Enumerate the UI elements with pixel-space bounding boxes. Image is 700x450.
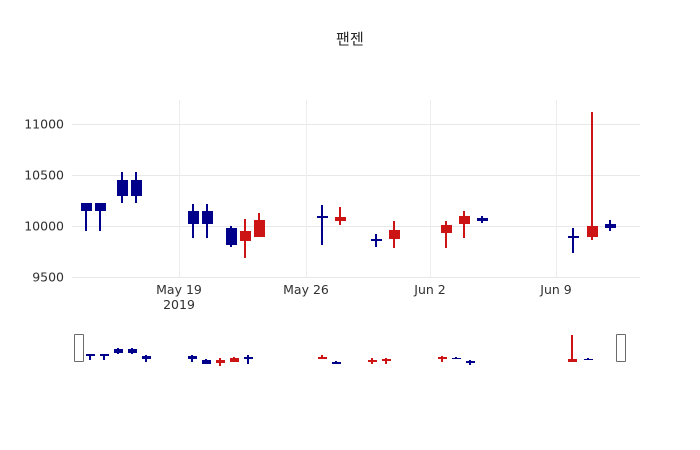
navigator-body — [229, 358, 239, 362]
gridline-y-9500 — [72, 277, 640, 278]
candlestick-wick — [445, 220, 447, 248]
y-axis-tick-10000: 10000 — [24, 218, 64, 234]
candlestick-body — [458, 216, 470, 224]
navigator-wick — [441, 356, 443, 362]
candlestick-body — [586, 225, 598, 237]
candlestick-body — [80, 203, 92, 211]
navigator-wick — [571, 334, 573, 363]
candlestick-wick — [572, 228, 574, 253]
x-axis-tick-jun-9: Jun 9 — [540, 282, 572, 297]
candlestick-wick — [339, 206, 341, 225]
candlestick-body — [604, 223, 616, 229]
candlestick-wick — [591, 112, 593, 240]
navigator-body — [583, 358, 593, 361]
candlestick-body — [94, 203, 106, 211]
candlestick-body — [239, 231, 251, 241]
navigator-body — [567, 359, 577, 362]
navigator-body — [451, 357, 461, 360]
navigator-body — [243, 357, 253, 359]
navigator-wick — [321, 355, 323, 360]
candlestick-wick — [258, 213, 260, 227]
candlestick-body — [567, 235, 579, 238]
candlestick-body — [334, 217, 346, 221]
x-axis-tick-jun-2: Jun 2 — [414, 282, 446, 297]
candlestick-body — [225, 228, 237, 246]
navigator-body — [85, 354, 95, 356]
candlestick-wick — [85, 203, 87, 232]
gridline-x-may-19 — [179, 100, 180, 278]
navigator-body — [331, 362, 341, 364]
gridline-y-11000 — [72, 124, 640, 125]
candlestick-body — [388, 230, 400, 239]
x-axis-tick-may-19: May 19 2019 — [156, 282, 202, 312]
gridline-y-10000 — [72, 226, 640, 227]
candlestick-body — [476, 218, 488, 221]
y-axis-tick-10500: 10500 — [24, 167, 64, 183]
gridline-x-jun-9 — [556, 100, 557, 278]
candlestick-body — [130, 179, 142, 196]
x-axis-tick-may-26: May 26 — [283, 282, 329, 297]
navigator-body — [141, 355, 151, 359]
navigator-body — [99, 354, 109, 356]
navigator-body — [437, 357, 447, 359]
candlestick-wick — [463, 211, 465, 238]
navigator-body — [187, 355, 197, 359]
y-axis-tick-9500: 9500 — [32, 269, 64, 285]
gridline-x-may-26 — [306, 100, 307, 278]
navigator-body — [215, 360, 225, 363]
navigator-body — [113, 349, 123, 353]
navigator-body — [317, 357, 327, 359]
gridline-x-jun-2 — [430, 100, 431, 278]
plot-area — [72, 100, 640, 278]
navigator-body — [201, 359, 211, 364]
navigator-wick — [89, 354, 91, 361]
candlestick-body — [116, 179, 128, 196]
navigator-wick — [247, 354, 249, 364]
candlestick-body — [440, 224, 452, 234]
y-axis-tick-11000: 11000 — [24, 116, 64, 132]
navigator-body — [465, 361, 475, 363]
navigator-body — [381, 359, 391, 361]
navigator-wick — [385, 358, 387, 365]
range-navigator[interactable] — [72, 330, 640, 372]
range-start-handle[interactable] — [74, 334, 84, 362]
navigator-body — [367, 360, 377, 363]
page-title: 팬젠 — [335, 30, 364, 48]
candlestick-body — [316, 216, 328, 219]
gridline-y-10500 — [72, 175, 640, 176]
candlestick-body — [370, 238, 382, 241]
range-end-handle[interactable] — [616, 334, 626, 362]
candlestick-wick — [99, 203, 101, 232]
candlestick-body — [187, 210, 199, 224]
candlestick-wick — [321, 204, 323, 246]
candlestick-body — [253, 219, 265, 237]
candlestick-body — [201, 210, 213, 224]
navigator-wick — [103, 354, 105, 361]
navigator-body — [127, 349, 137, 353]
